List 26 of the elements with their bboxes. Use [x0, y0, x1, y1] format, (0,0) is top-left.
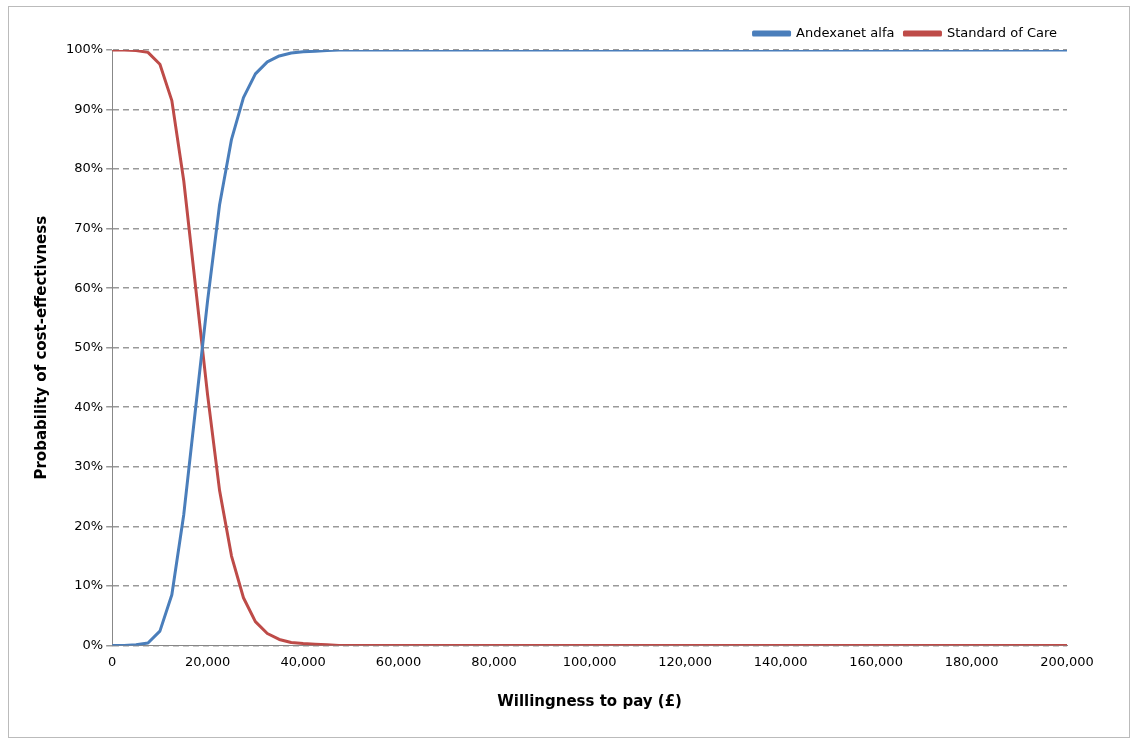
x-tick-label: 80,000: [471, 653, 517, 669]
y-tick-label: 50%: [74, 339, 104, 355]
x-tick-label: 200,000: [1040, 653, 1094, 669]
legend-label: Andexanet alfa: [796, 24, 895, 40]
x-axis-title: Willingness to pay (£): [497, 691, 682, 710]
x-tick-label: 60,000: [375, 653, 422, 669]
x-tick-label: 140,000: [753, 653, 808, 669]
y-tick-label: 20%: [74, 517, 104, 533]
x-tick-label: 160,000: [849, 653, 903, 669]
y-tick-label: 90%: [74, 100, 104, 116]
y-tick-label: 70%: [74, 219, 104, 235]
x-tick-label: 120,000: [658, 653, 712, 669]
x-tick-label: 40,000: [280, 653, 326, 669]
y-tick-label: 30%: [74, 458, 104, 474]
x-tick-label: 100,000: [562, 653, 617, 669]
y-tick-label: 100%: [65, 41, 104, 57]
y-tick-label: 40%: [74, 398, 104, 414]
y-tick-label: 80%: [74, 160, 104, 176]
x-tick-label: 180,000: [944, 653, 999, 669]
x-tick-label: 20,000: [184, 653, 231, 669]
y-tick-label: 0%: [82, 636, 104, 652]
y-tick-label: 10%: [74, 577, 104, 593]
x-tick-label: 0: [108, 653, 117, 669]
y-axis-title: Probability of cost-effectivness: [31, 215, 50, 480]
legend-label: Standard of Care: [946, 24, 1058, 40]
y-tick-label: 60%: [74, 279, 104, 295]
